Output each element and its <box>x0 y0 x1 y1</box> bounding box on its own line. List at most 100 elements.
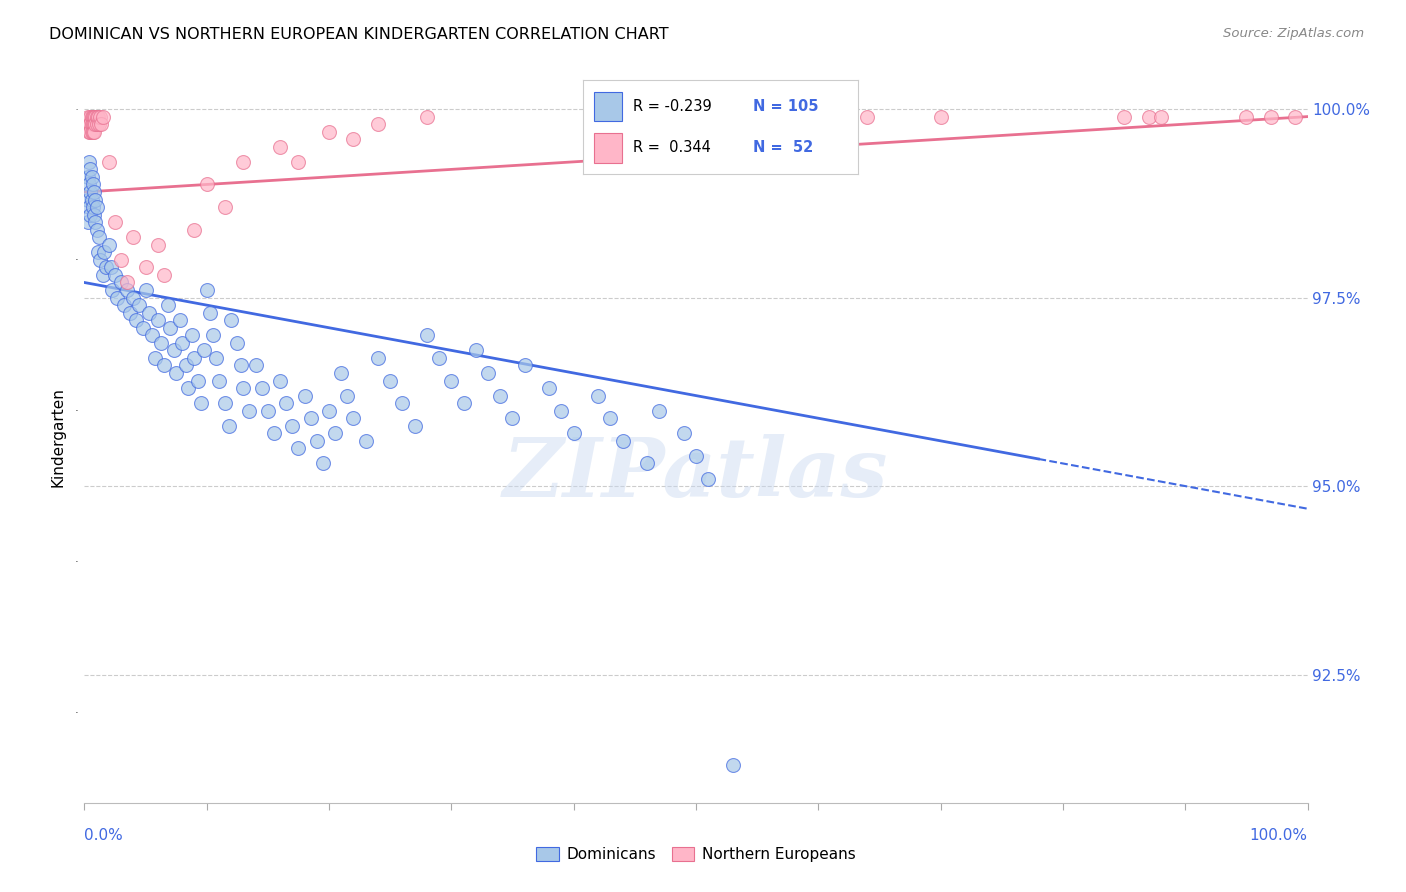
Point <box>100 260 122 275</box>
Point <box>77 169 100 184</box>
Point <box>118 306 141 320</box>
Point <box>190 396 212 410</box>
Point <box>79 125 101 139</box>
Point <box>205 351 228 365</box>
Point <box>550 403 572 417</box>
Point <box>150 335 173 350</box>
Point <box>287 154 309 169</box>
Point <box>82 178 104 192</box>
Point <box>201 328 224 343</box>
Point <box>183 223 205 237</box>
Point <box>159 320 181 334</box>
Point <box>177 381 200 395</box>
Point <box>79 208 101 222</box>
Point <box>77 200 100 214</box>
Point <box>195 283 218 297</box>
Point <box>82 117 104 131</box>
Point <box>193 343 215 358</box>
Point <box>125 313 148 327</box>
Point <box>1114 110 1136 124</box>
Point <box>238 403 260 417</box>
Point <box>87 110 110 124</box>
Point <box>391 396 413 410</box>
Point <box>1137 110 1160 124</box>
Point <box>122 291 145 305</box>
Point <box>281 418 304 433</box>
Point <box>477 366 499 380</box>
Point <box>128 298 150 312</box>
Point <box>169 313 191 327</box>
Point <box>80 110 103 124</box>
Point <box>84 193 107 207</box>
Point <box>562 426 585 441</box>
Point <box>79 162 101 177</box>
Point <box>80 117 103 131</box>
Point <box>87 245 110 260</box>
Point <box>97 154 120 169</box>
Point <box>245 359 267 373</box>
Point <box>90 117 112 131</box>
Text: R = -0.239: R = -0.239 <box>633 99 711 114</box>
Point <box>342 411 364 425</box>
Point <box>200 306 222 320</box>
Point <box>612 434 634 448</box>
Point <box>232 154 254 169</box>
Point <box>77 215 100 229</box>
Point <box>77 154 100 169</box>
Point <box>83 110 105 124</box>
Point <box>367 351 389 365</box>
Point <box>263 426 285 441</box>
Point <box>636 457 658 471</box>
Point <box>195 178 218 192</box>
Point <box>354 434 377 448</box>
Bar <box>595 92 621 121</box>
Point <box>367 117 389 131</box>
Point <box>83 117 105 131</box>
Text: 0.0%: 0.0% <box>84 828 124 843</box>
Point <box>91 268 114 282</box>
Point <box>77 125 100 139</box>
Point <box>229 359 252 373</box>
Point <box>82 200 104 214</box>
Point <box>96 260 118 275</box>
Point <box>685 449 707 463</box>
Point <box>138 306 160 320</box>
Point <box>84 215 107 229</box>
Point <box>404 418 426 433</box>
Point <box>135 260 157 275</box>
Point <box>77 193 100 207</box>
Legend: Dominicans, Northern Europeans: Dominicans, Northern Europeans <box>530 841 862 868</box>
Point <box>84 110 107 124</box>
Point <box>342 132 364 146</box>
Point <box>318 125 340 139</box>
Point <box>112 298 135 312</box>
Point <box>104 268 127 282</box>
Point <box>453 396 475 410</box>
Text: N = 105: N = 105 <box>754 99 818 114</box>
Point <box>538 381 561 395</box>
Point <box>299 411 322 425</box>
Point <box>77 110 100 124</box>
Point <box>93 245 115 260</box>
Point <box>226 335 249 350</box>
Point <box>146 237 169 252</box>
Point <box>276 396 298 410</box>
Point <box>146 313 169 327</box>
Point <box>440 374 463 388</box>
Text: N =  52: N = 52 <box>754 140 814 155</box>
Point <box>86 223 108 237</box>
Point <box>323 426 346 441</box>
Point <box>416 328 439 343</box>
Bar <box>595 133 621 162</box>
Point <box>305 434 328 448</box>
Point <box>110 276 132 290</box>
Point <box>599 411 621 425</box>
Point <box>86 117 108 131</box>
Point <box>132 320 155 334</box>
Point <box>257 403 280 417</box>
Point <box>104 215 127 229</box>
Point <box>214 396 236 410</box>
Point <box>183 351 205 365</box>
Point <box>1150 110 1173 124</box>
Point <box>86 110 108 124</box>
